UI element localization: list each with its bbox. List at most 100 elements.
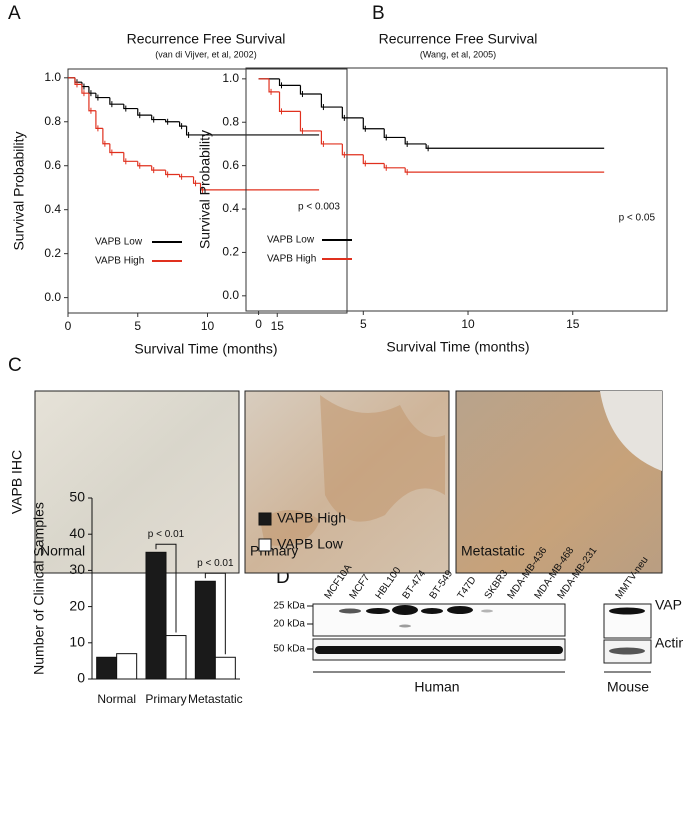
survival-step — [81, 82, 89, 88]
x-tick-label: 10 — [461, 317, 475, 331]
survival-step — [102, 128, 110, 145]
x-tick-label: Primary — [145, 692, 186, 706]
panel-label: B — [372, 3, 385, 24]
legend-label: VAPB Low — [267, 235, 315, 246]
chart-title: Recurrence Free Survival — [127, 31, 286, 47]
marker-label: 50 kDa — [273, 644, 305, 655]
bar — [165, 635, 187, 680]
legend-label: VAPB High — [267, 254, 316, 265]
survival-step — [383, 128, 406, 139]
survival-step — [95, 93, 110, 99]
x-tick-label: 10 — [201, 319, 215, 333]
bar — [116, 653, 138, 680]
x-tick-label: 15 — [271, 319, 285, 333]
y-tick-label: 0.2 — [222, 245, 239, 259]
survival-step — [137, 161, 152, 167]
legend-label: VAPB Low — [95, 237, 143, 248]
survival-step — [151, 115, 166, 121]
survival-step — [268, 78, 280, 93]
marker-label: 20 kDa — [273, 619, 305, 630]
survival-step — [165, 119, 180, 123]
survival-step — [179, 121, 187, 127]
group-label: Mouse — [607, 679, 649, 695]
y-tick-label: 0.6 — [222, 158, 239, 172]
ihc-stain — [260, 395, 445, 546]
survival-step — [88, 93, 96, 112]
bar — [145, 551, 167, 680]
x-tick-label: 5 — [360, 317, 367, 331]
legend-swatch — [258, 538, 272, 552]
chart-subtitle: (van di Vijver, et al, 2002) — [155, 49, 256, 59]
survival-step — [278, 91, 301, 112]
survival-step — [404, 167, 605, 173]
survival-step — [165, 170, 180, 176]
bar — [96, 656, 118, 680]
survival-step — [404, 137, 427, 145]
survival-step — [74, 77, 82, 85]
x-axis-label: Survival Time (months) — [134, 341, 277, 357]
y-tick-label: 0 — [77, 670, 85, 686]
survival-step — [362, 154, 385, 165]
legend-swatch — [258, 512, 272, 526]
survival-step — [362, 117, 385, 130]
y-tick-label: 10 — [69, 634, 85, 650]
survival-step — [74, 77, 82, 83]
y-tick-label: 0.8 — [222, 114, 239, 128]
survival-step — [299, 111, 322, 132]
survival-step — [185, 126, 320, 136]
legend-label: VAPB High — [277, 510, 346, 526]
chart-title: Recurrence Free Survival — [379, 31, 538, 47]
lane-label: MCF7 — [348, 572, 373, 601]
survival-step — [192, 176, 201, 184]
ihc-image — [34, 390, 240, 574]
survival-step — [383, 163, 406, 169]
y-tick-label: 0.0 — [44, 290, 61, 304]
y-tick-label: 0.6 — [44, 158, 61, 172]
survival-step — [341, 107, 364, 119]
y-axis-label: Survival Probability — [197, 130, 213, 249]
y-axis-label: Survival Probability — [11, 131, 27, 250]
annotation: p < 0.01 — [197, 558, 234, 569]
chart-subtitle: (Wang, et al, 2005) — [420, 49, 496, 59]
survival-step — [425, 143, 605, 149]
ihc-caption: Metastatic — [461, 543, 525, 559]
x-tick-label: 0 — [65, 319, 72, 333]
x-tick-label: 0 — [255, 317, 262, 331]
bar — [214, 656, 236, 680]
survival-step — [81, 84, 89, 94]
x-tick-label: 5 — [134, 319, 141, 333]
survival-step — [151, 165, 166, 171]
survival-step — [320, 130, 343, 145]
significance-bracket — [204, 572, 226, 655]
y-tick-label: 40 — [69, 525, 85, 541]
x-tick-label: Metastatic — [188, 692, 243, 706]
group-label: Human — [414, 679, 459, 695]
survival-step — [88, 86, 96, 94]
annotation: p < 0.05 — [619, 213, 656, 224]
survival-step — [341, 143, 364, 156]
ihc-caption: Normal — [40, 543, 85, 559]
y-tick-label: 50 — [69, 489, 85, 505]
y-tick-label: 30 — [69, 561, 85, 577]
annotation: p < 0.003 — [298, 202, 340, 213]
annotation: p < 0.01 — [148, 529, 185, 540]
survival-step — [299, 85, 322, 95]
survival-step — [278, 78, 301, 86]
y-tick-label: 1.0 — [222, 71, 239, 85]
legend-label: VAPB Low — [277, 536, 344, 552]
survival-step — [123, 152, 138, 162]
y-tick-label: 0.0 — [222, 288, 239, 302]
lane-label: T47D — [456, 575, 479, 601]
y-tick-label: 0.4 — [44, 202, 61, 216]
ihc-label: VAPB IHC — [9, 450, 25, 514]
survival-step — [137, 108, 152, 116]
significance-bracket — [155, 543, 177, 633]
survival-step — [320, 94, 343, 108]
y-tick-label: 1.0 — [44, 70, 61, 84]
x-tick-label: 15 — [566, 317, 580, 331]
survival-step — [95, 110, 103, 129]
panel-label: A — [8, 3, 21, 24]
row-label: Actin — [655, 635, 683, 651]
bar — [194, 580, 216, 680]
